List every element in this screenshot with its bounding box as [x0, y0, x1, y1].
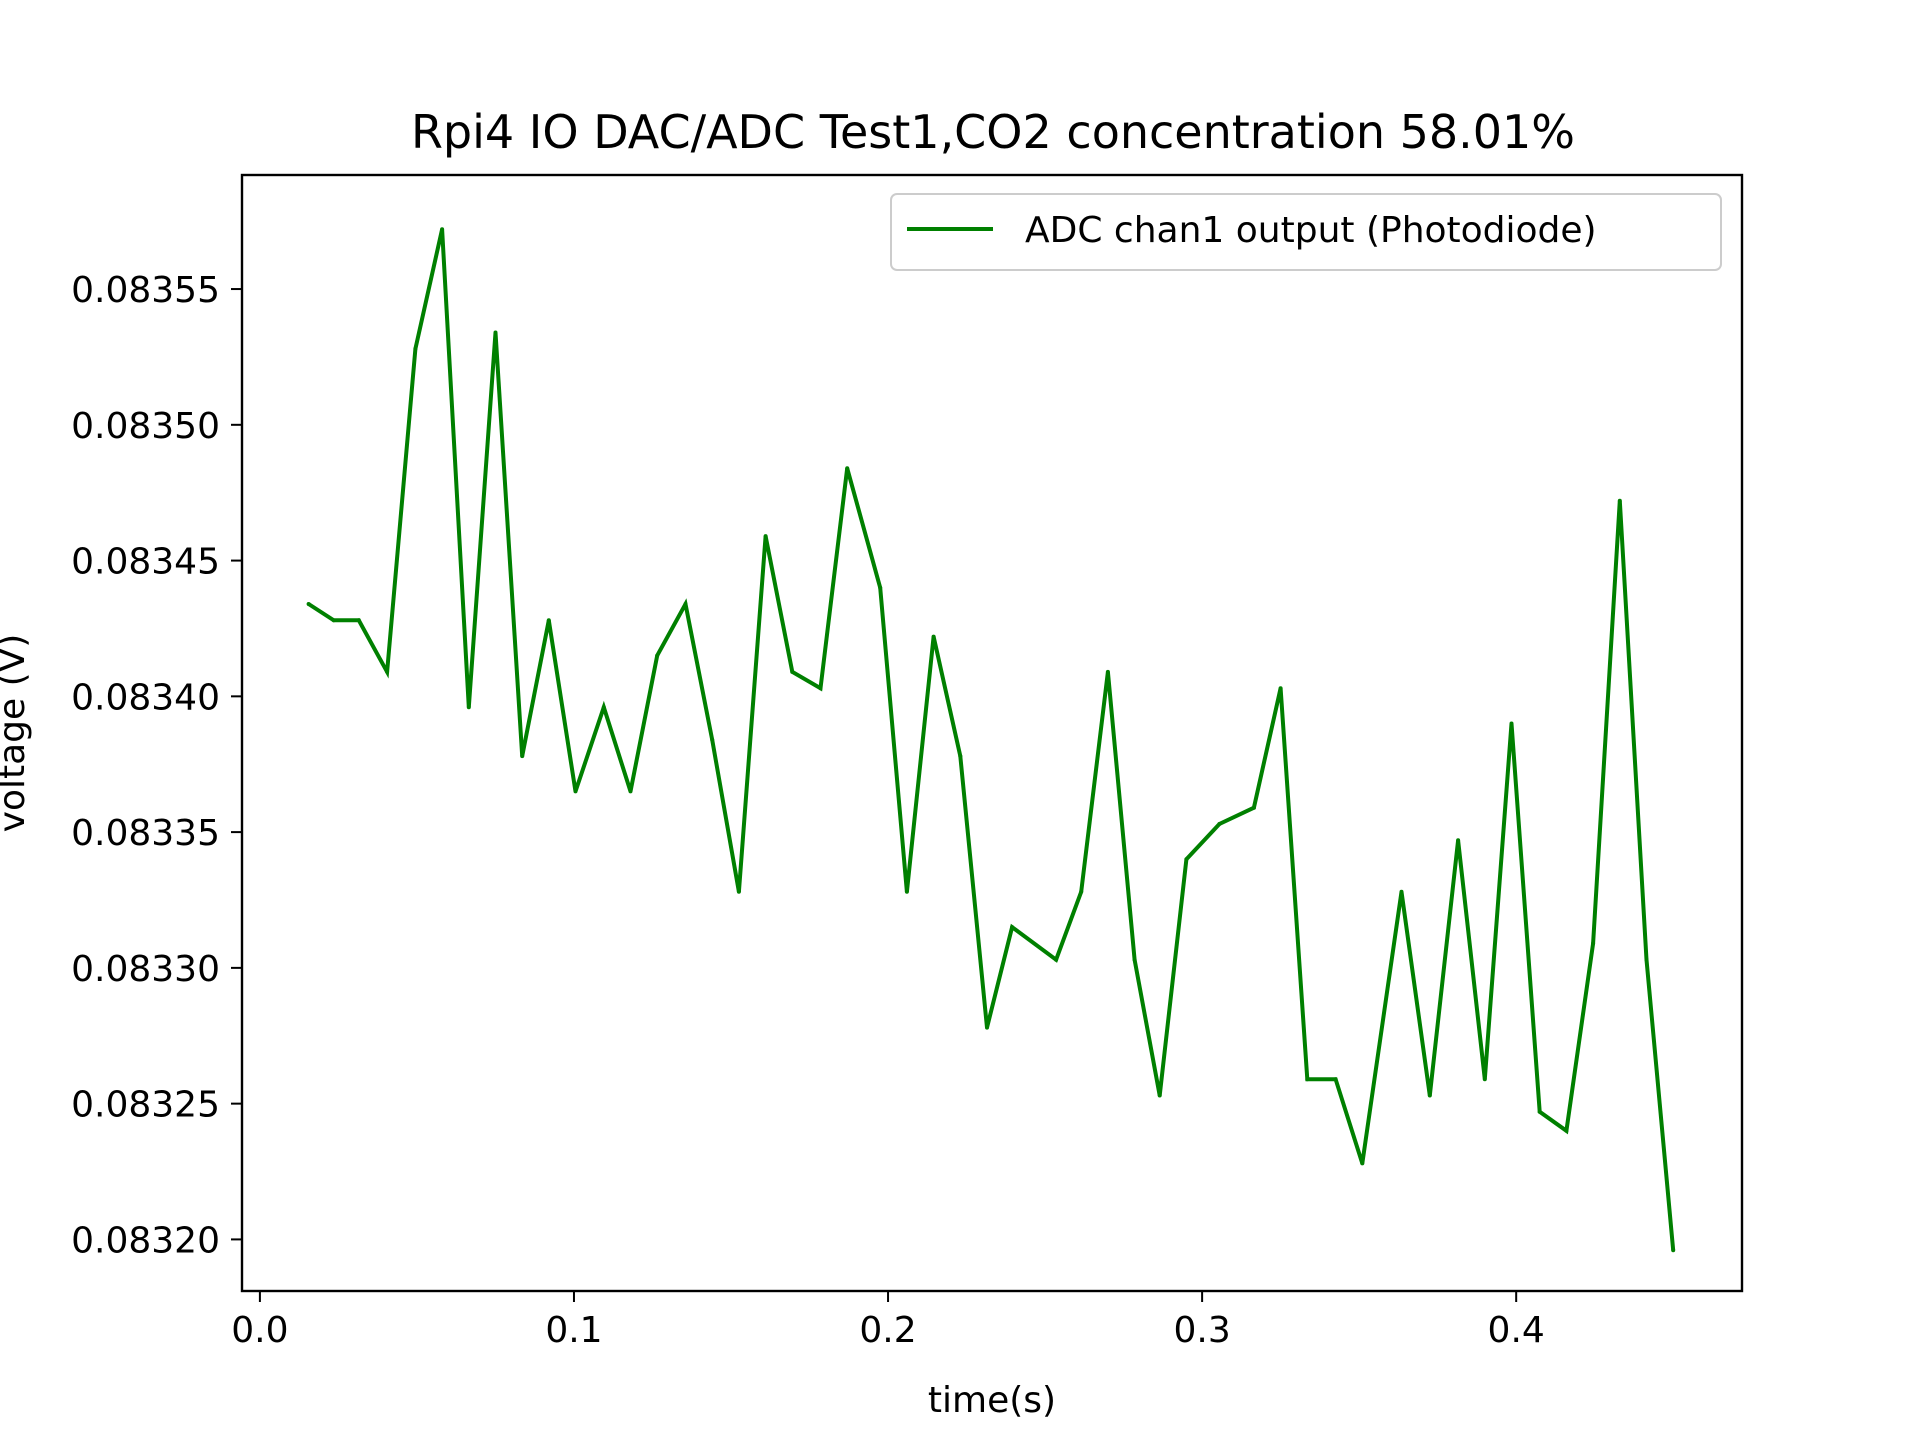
- data-point: [1157, 1093, 1162, 1098]
- y-tick-label: 0.08320: [71, 1220, 220, 1261]
- data-point: [385, 669, 390, 674]
- data-point: [1456, 838, 1461, 843]
- x-axis-ticks: 0.0 0.1 0.2 0.3 0.4: [231, 1291, 1545, 1351]
- data-point: [1537, 1109, 1542, 1114]
- data-point: [546, 618, 551, 623]
- data-point: [1644, 957, 1649, 962]
- y-tick-label: 0.08350: [71, 406, 220, 447]
- y-tick-label: 0.08340: [71, 677, 220, 718]
- data-point: [710, 737, 715, 742]
- y-tick-label: 0.08345: [71, 542, 220, 583]
- data-point: [845, 466, 850, 471]
- data-point: [931, 634, 936, 639]
- data-point: [1184, 857, 1189, 862]
- data-point: [958, 754, 963, 759]
- y-tick-label: 0.08325: [71, 1085, 220, 1126]
- data-point: [1105, 669, 1110, 674]
- data-point: [306, 602, 311, 606]
- data-point: [1010, 925, 1015, 930]
- legend-label: ADC chan1 output (Photodiode): [1025, 210, 1597, 251]
- data-point: [1054, 957, 1059, 962]
- series-points: [306, 227, 1676, 1253]
- data-point: [1333, 1077, 1338, 1082]
- data-point: [683, 602, 688, 606]
- data-point: [1360, 1161, 1365, 1166]
- data-point: [1509, 721, 1514, 726]
- legend-box: [890, 193, 1722, 271]
- data-point: [413, 346, 418, 351]
- y-tick-label: 0.08330: [71, 949, 220, 990]
- data-point: [763, 534, 768, 539]
- x-tick-label: 0.4: [1488, 1310, 1545, 1351]
- data-point: [736, 889, 741, 894]
- series-line: [307, 228, 1676, 1251]
- x-tick-label: 0.2: [859, 1310, 916, 1351]
- x-tick-label: 0.0: [231, 1310, 288, 1351]
- data-point: [601, 705, 606, 710]
- data-point: [520, 754, 525, 759]
- data-point: [878, 585, 883, 590]
- y-tick-label: 0.08335: [71, 813, 220, 854]
- plot-area: [240, 173, 1744, 1293]
- y-axis-ticks: 0.08320 0.08325 0.08330 0.08335 0.08340 0.083…: [71, 270, 242, 1261]
- data-point: [466, 705, 471, 710]
- data-point: [1591, 941, 1596, 946]
- chart-title: Rpi4 IO DAC/ADC Test1,CO2 concentration …: [411, 105, 1575, 159]
- data-point: [1564, 1128, 1569, 1133]
- data-point: [1132, 957, 1137, 962]
- data-point: [1305, 1077, 1310, 1082]
- x-tick-label: 0.1: [545, 1310, 602, 1351]
- data-point: [790, 669, 795, 674]
- data-point: [818, 686, 823, 691]
- data-point: [1217, 822, 1222, 826]
- data-point: [655, 653, 660, 658]
- data-point: [985, 1025, 989, 1030]
- data-point: [573, 789, 578, 794]
- data-point: [1079, 889, 1084, 894]
- data-point: [1617, 498, 1622, 503]
- data-point: [331, 618, 336, 623]
- data-point: [1399, 889, 1404, 894]
- y-axis-label: voltage (V): [0, 634, 33, 833]
- y-tick-label: 0.08355: [71, 270, 220, 311]
- data-point: [1671, 1248, 1676, 1253]
- data-point: [1427, 1093, 1432, 1098]
- legend: ADC chan1 output (Photodiode): [890, 193, 1722, 271]
- data-point: [493, 330, 498, 335]
- data-point: [1278, 686, 1283, 691]
- data-point: [904, 889, 909, 894]
- x-axis-label: time(s): [928, 1380, 1056, 1421]
- x-tick-label: 0.3: [1173, 1310, 1230, 1351]
- data-point: [356, 618, 361, 623]
- data-point: [440, 227, 445, 232]
- data-point: [1482, 1077, 1487, 1082]
- data-point: [1251, 805, 1256, 810]
- data-point: [628, 789, 633, 794]
